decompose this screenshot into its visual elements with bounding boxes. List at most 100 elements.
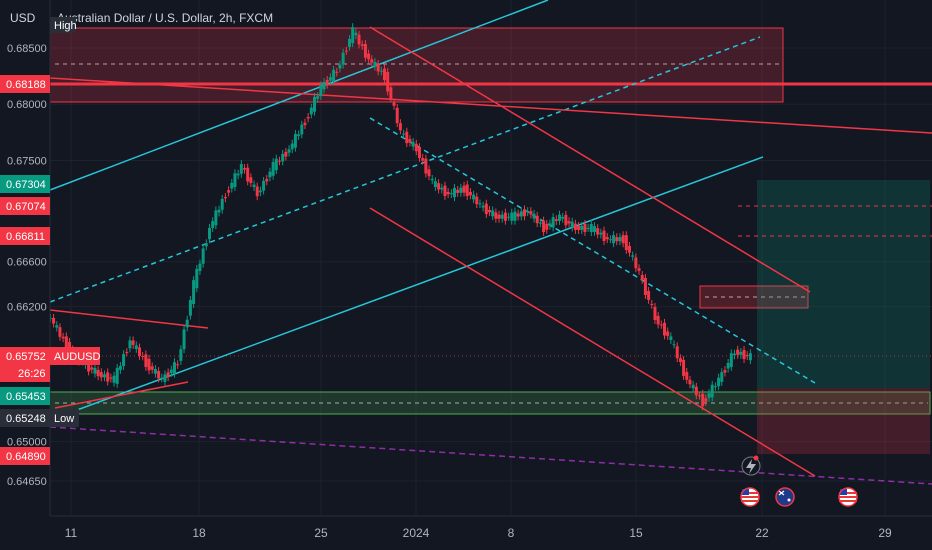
candle-body — [322, 81, 326, 90]
candle-body — [542, 220, 546, 232]
channel-midline — [49, 36, 761, 303]
candle-body — [453, 187, 456, 198]
candle-body — [392, 102, 396, 106]
early-support — [54, 381, 189, 409]
y-tick-label: 0.66600 — [7, 257, 47, 269]
candle-body — [481, 205, 485, 208]
price-tag-value: 0.68188 — [6, 79, 46, 91]
candle-body — [701, 393, 705, 407]
y-tick-label: 0.68000 — [7, 99, 47, 111]
candle-body — [163, 374, 167, 382]
candle-body — [274, 158, 278, 171]
candle-body — [204, 243, 208, 247]
candle-body — [55, 325, 59, 328]
candle-body — [593, 226, 596, 232]
candle-body — [704, 398, 708, 402]
candle-body — [685, 371, 689, 380]
candle-body — [128, 340, 132, 349]
candle-body — [112, 375, 116, 383]
candle-body — [631, 255, 635, 257]
candle-body — [58, 327, 62, 337]
candle-body — [153, 368, 157, 374]
candle-body — [742, 349, 746, 360]
y-tick-label: 0.68500 — [7, 43, 47, 55]
candle-body — [577, 225, 581, 230]
candle-body — [236, 173, 240, 176]
price-tag-label: AUDUSD — [54, 351, 101, 363]
candle-body — [497, 214, 501, 219]
currency-label[interactable]: USD — [10, 11, 36, 25]
candle-body — [354, 32, 358, 36]
candle-body — [376, 63, 380, 72]
candle-body — [424, 158, 428, 174]
candle-body — [99, 372, 103, 378]
price-tag — [0, 347, 50, 365]
candle-body — [589, 223, 593, 232]
candle-body — [300, 124, 304, 135]
candle-body — [720, 372, 724, 382]
candle-body — [398, 123, 402, 131]
candle-body — [386, 72, 390, 92]
candle-body — [64, 336, 68, 351]
x-tick-label: 18 — [192, 526, 206, 540]
candle-body — [733, 353, 736, 356]
y-tick-label: 0.66200 — [7, 302, 47, 314]
candle-body — [138, 347, 141, 356]
down-channel-top — [369, 26, 811, 293]
descending-resistance — [49, 77, 932, 134]
candle-body — [653, 306, 657, 320]
candle-body — [551, 217, 555, 228]
candle-body — [462, 185, 466, 193]
candle-body — [258, 190, 262, 193]
us-flag-icon[interactable] — [740, 487, 760, 507]
candle-body — [640, 274, 644, 280]
candle-body — [169, 369, 173, 374]
candle-body — [370, 59, 374, 63]
candle-body — [249, 177, 253, 183]
x-tick-label: 11 — [65, 526, 78, 540]
candle-body — [472, 194, 476, 200]
y-tick-label: 0.67500 — [7, 155, 47, 167]
price-tag — [0, 447, 50, 465]
candle-body — [188, 299, 192, 316]
price-tag-value: 26:26 — [18, 368, 46, 380]
candle-body — [383, 68, 386, 81]
candle-body — [118, 366, 122, 370]
au-flag-icon[interactable] — [775, 487, 795, 507]
price-tag — [0, 409, 50, 427]
x-tick-label: 2024 — [403, 526, 430, 540]
candle-body — [748, 353, 752, 361]
candle-body — [637, 268, 641, 271]
stop-zone — [757, 388, 930, 454]
candle-body — [134, 345, 138, 349]
high-badge-label: High — [54, 20, 77, 32]
levels — [50, 82, 932, 357]
candle-body — [602, 230, 606, 241]
candle-body — [643, 277, 647, 295]
candle-body — [211, 221, 215, 228]
candle-body — [570, 221, 574, 228]
price-tag-label: Low — [54, 413, 74, 425]
candle-body — [500, 214, 504, 219]
price-tag-value: 0.65453 — [6, 391, 46, 403]
candle-body — [656, 315, 660, 325]
candle-body — [262, 180, 266, 191]
price-tag-value: 0.66811 — [6, 231, 45, 243]
candle-body — [729, 353, 733, 367]
candle-body — [554, 219, 558, 221]
candle-body — [519, 211, 523, 217]
candle-body — [634, 257, 638, 269]
candle-body — [739, 351, 743, 355]
us-flag-icon-2[interactable] — [838, 487, 858, 507]
candle-body — [488, 209, 491, 213]
candle-body — [688, 379, 692, 385]
candle-body — [484, 203, 488, 215]
candle-body — [176, 364, 180, 366]
price-tag-value: 0.64890 — [6, 451, 46, 463]
price-tag-value: 0.65248 — [6, 413, 46, 425]
candle-body — [561, 216, 565, 219]
candle-body — [440, 187, 444, 190]
candle-body — [227, 190, 231, 193]
